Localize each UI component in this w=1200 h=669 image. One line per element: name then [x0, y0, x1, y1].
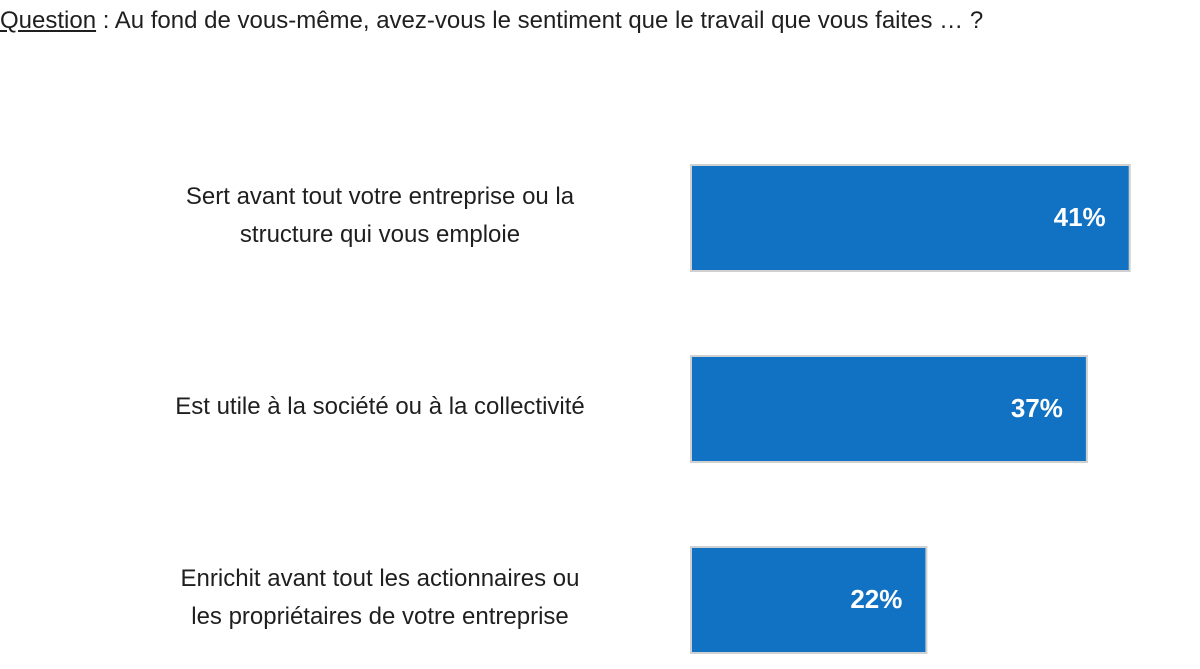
- category-label-line: Enrichit avant tout les actionnaires ou: [180, 565, 580, 592]
- category-label-1: Sert avant tout votre entreprise ou la st…: [100, 178, 660, 254]
- bar-1: [690, 164, 1131, 272]
- category-label-3: Enrichit avant tout les actionnaires ou l…: [100, 560, 660, 636]
- bar-2: [690, 355, 1088, 463]
- bar-value-label-3: 22%: [850, 584, 903, 614]
- question-label: Question: [0, 7, 97, 34]
- category-label-line: les propriétaires de votre entreprise: [191, 603, 569, 630]
- category-label-line: Est utile à la société ou à la collectiv…: [175, 393, 585, 420]
- bar-3: [690, 546, 928, 654]
- bar-value-label-1: 41%: [1053, 202, 1106, 232]
- category-label-line: structure qui vous emploie: [239, 221, 521, 248]
- bar-value-label-2: 37%: [1010, 393, 1063, 423]
- category-label-2: Est utile à la société ou à la collectiv…: [100, 388, 660, 426]
- question-text: Question : Au fond de vous-même, avez-vo…: [0, 4, 1200, 38]
- category-label-line: Sert avant tout votre entreprise ou la: [185, 183, 575, 210]
- question-body: : Au fond de vous-même, avez-vous le sen…: [96, 7, 984, 34]
